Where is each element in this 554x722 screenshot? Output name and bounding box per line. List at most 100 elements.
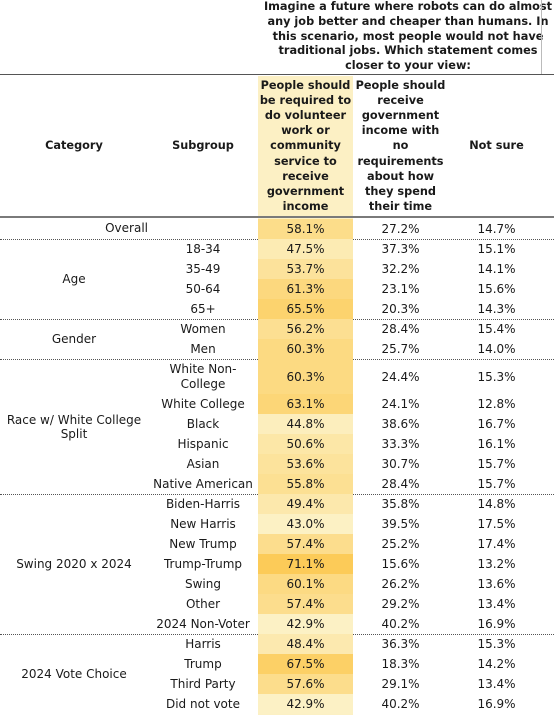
table-row: Trump-Trump 71.1% 15.6% 13.2% [0, 554, 554, 574]
subgroup-cell: White College [161, 396, 245, 411]
table-row: Women 56.2% 28.4% 15.4% [0, 319, 554, 339]
value-cell-c2: 15.6% [381, 557, 420, 571]
value-cell-c2: 24.4% [381, 369, 420, 384]
table-row: Harris 48.4% 36.3% 15.3% [0, 634, 554, 654]
table-row: 58.1% 27.2% 14.7% [0, 219, 554, 239]
table-row: Native American 55.8% 28.4% 15.7% [0, 474, 554, 494]
value-cell-c3: 15.3% [477, 369, 516, 384]
value-cell-c3: 17.5% [477, 517, 516, 531]
value-cell-c1: 56.2% [258, 319, 353, 339]
subgroup-cell: 2024 Non-Voter [156, 616, 250, 631]
subgroup-cell: Trump-Trump [163, 556, 243, 571]
table-row: White Non-College 60.3% 24.4% 15.3% [0, 359, 554, 394]
category-age: Age [62, 272, 86, 286]
overall-label: Overall [105, 221, 148, 235]
table-row: 65+ 65.5% 20.3% 14.3% [0, 299, 554, 319]
value-cell-c3: 13.4% [477, 597, 516, 611]
value-cell-c1: 60.1% [258, 574, 353, 594]
table-row: 18-34 47.5% 37.3% 15.1% [0, 239, 554, 259]
subgroup-cell: Third Party [170, 676, 236, 691]
category-swing: Swing 2020 x 2024 [16, 557, 132, 571]
header-bottom-rule [0, 216, 554, 218]
header-require-volunteer: People should be required to do voluntee… [258, 76, 353, 216]
table-row: Biden-Harris 49.4% 35.8% 14.8% [0, 494, 554, 514]
table-row: Hispanic 50.6% 33.3% 16.1% [0, 434, 554, 454]
value-cell-c1: 55.8% [258, 474, 353, 494]
subgroup-cell: Biden-Harris [165, 496, 241, 511]
value-cell-c1: 61.3% [258, 279, 353, 299]
subgroup-cell: Native American [153, 476, 253, 491]
value-cell-c1: 42.9% [258, 614, 353, 634]
table-row: Did not vote 42.9% 40.2% 16.9% [0, 694, 554, 714]
table-row: 2024 Non-Voter 42.9% 40.2% 16.9% [0, 614, 554, 634]
table-row: 35-49 53.7% 32.2% 14.1% [0, 259, 554, 279]
value-cell-c2: 30.7% [381, 457, 420, 471]
value-cell-c1: 49.4% [258, 494, 353, 514]
table-row: Trump 67.5% 18.3% 14.2% [0, 654, 554, 674]
value-cell-c2: 29.1% [381, 677, 420, 691]
value-cell-c2: 32.2% [381, 262, 420, 276]
value-cell-c2: 18.3% [381, 657, 420, 671]
subgroup-cell: 35-49 [185, 261, 221, 276]
value-cell-c1: 57.4% [258, 594, 353, 614]
value-cell-c1: 57.6% [258, 674, 353, 694]
value-cell-c3: 16.1% [477, 437, 516, 451]
value-cell-c3: 17.4% [477, 537, 516, 551]
table-row: White College 63.1% 24.1% 12.8% [0, 394, 554, 414]
subgroup-cell: 50-64 [185, 281, 221, 296]
subgroup-cell: Trump [184, 656, 222, 671]
table-row: 50-64 61.3% 23.1% 15.6% [0, 279, 554, 299]
table-row: New Trump 57.4% 25.2% 17.4% [0, 534, 554, 554]
value-cell-c3: 15.7% [477, 477, 516, 491]
subgroup-cell: Men [190, 341, 216, 356]
category-vote-choice: 2024 Vote Choice [21, 667, 127, 681]
value-cell-c3: 15.4% [477, 322, 516, 336]
value-cell-c2: 38.6% [381, 417, 420, 431]
value-cell-c1: 44.8% [258, 414, 353, 434]
value-cell-c3: 14.8% [477, 497, 516, 511]
value-cell-c2: 37.3% [381, 242, 420, 256]
value-cell-c1: 71.1% [258, 554, 353, 574]
header-subgroup: Subgroup [172, 139, 234, 153]
value-cell-c1: 42.9% [258, 694, 353, 714]
subgroup-cell [148, 219, 258, 239]
value-cell-c3: 14.1% [477, 262, 516, 276]
value-cell-c3: 15.7% [477, 457, 516, 471]
value-cell-c3: 16.9% [477, 697, 516, 711]
value-cell-c1: 43.0% [258, 514, 353, 534]
value-cell-c1: 63.1% [258, 394, 353, 414]
table-row: Third Party 57.6% 29.1% 13.4% [0, 674, 554, 694]
value-cell-c1: 67.5% [258, 654, 353, 674]
value-cell-c1: 48.4% [258, 634, 353, 654]
value-cell-c2: 27.2% [381, 222, 420, 236]
subgroup-cell: Women [180, 321, 226, 336]
table-row: Swing 60.1% 26.2% 13.6% [0, 574, 554, 594]
value-cell-c3: 16.9% [477, 617, 516, 631]
value-cell-c3: 15.6% [477, 282, 516, 296]
value-cell-c2: 20.3% [381, 302, 420, 316]
subgroup-cell: New Harris [170, 516, 236, 531]
subgroup-cell: Harris [185, 636, 221, 651]
table-row: Asian 53.6% 30.7% 15.7% [0, 454, 554, 474]
subgroup-cell: 65+ [190, 301, 216, 316]
value-cell-c2: 23.1% [381, 282, 420, 296]
table-row: Black 44.8% 38.6% 16.7% [0, 414, 554, 434]
subgroup-cell: Hispanic [177, 436, 229, 451]
table-row: Other 57.4% 29.2% 13.4% [0, 594, 554, 614]
subgroup-cell: 18-34 [185, 241, 221, 256]
value-cell-c2: 33.3% [381, 437, 420, 451]
category-race: Race w/ White College Split [6, 412, 142, 441]
value-cell-c1: 65.5% [258, 299, 353, 319]
column-divider [541, 0, 542, 74]
header-no-requirements: People should receive government income … [355, 78, 446, 214]
value-cell-c1: 50.6% [258, 434, 353, 454]
subgroup-cell: Other [185, 596, 221, 611]
value-cell-c3: 16.7% [477, 417, 516, 431]
value-cell-c3: 13.2% [477, 557, 516, 571]
header-top-rule [0, 74, 554, 75]
value-cell-c1: 60.3% [258, 339, 353, 359]
subgroup-cell: Black [186, 416, 220, 431]
subgroup-cell: Did not vote [165, 696, 240, 711]
value-cell-c1: 47.5% [258, 239, 353, 259]
